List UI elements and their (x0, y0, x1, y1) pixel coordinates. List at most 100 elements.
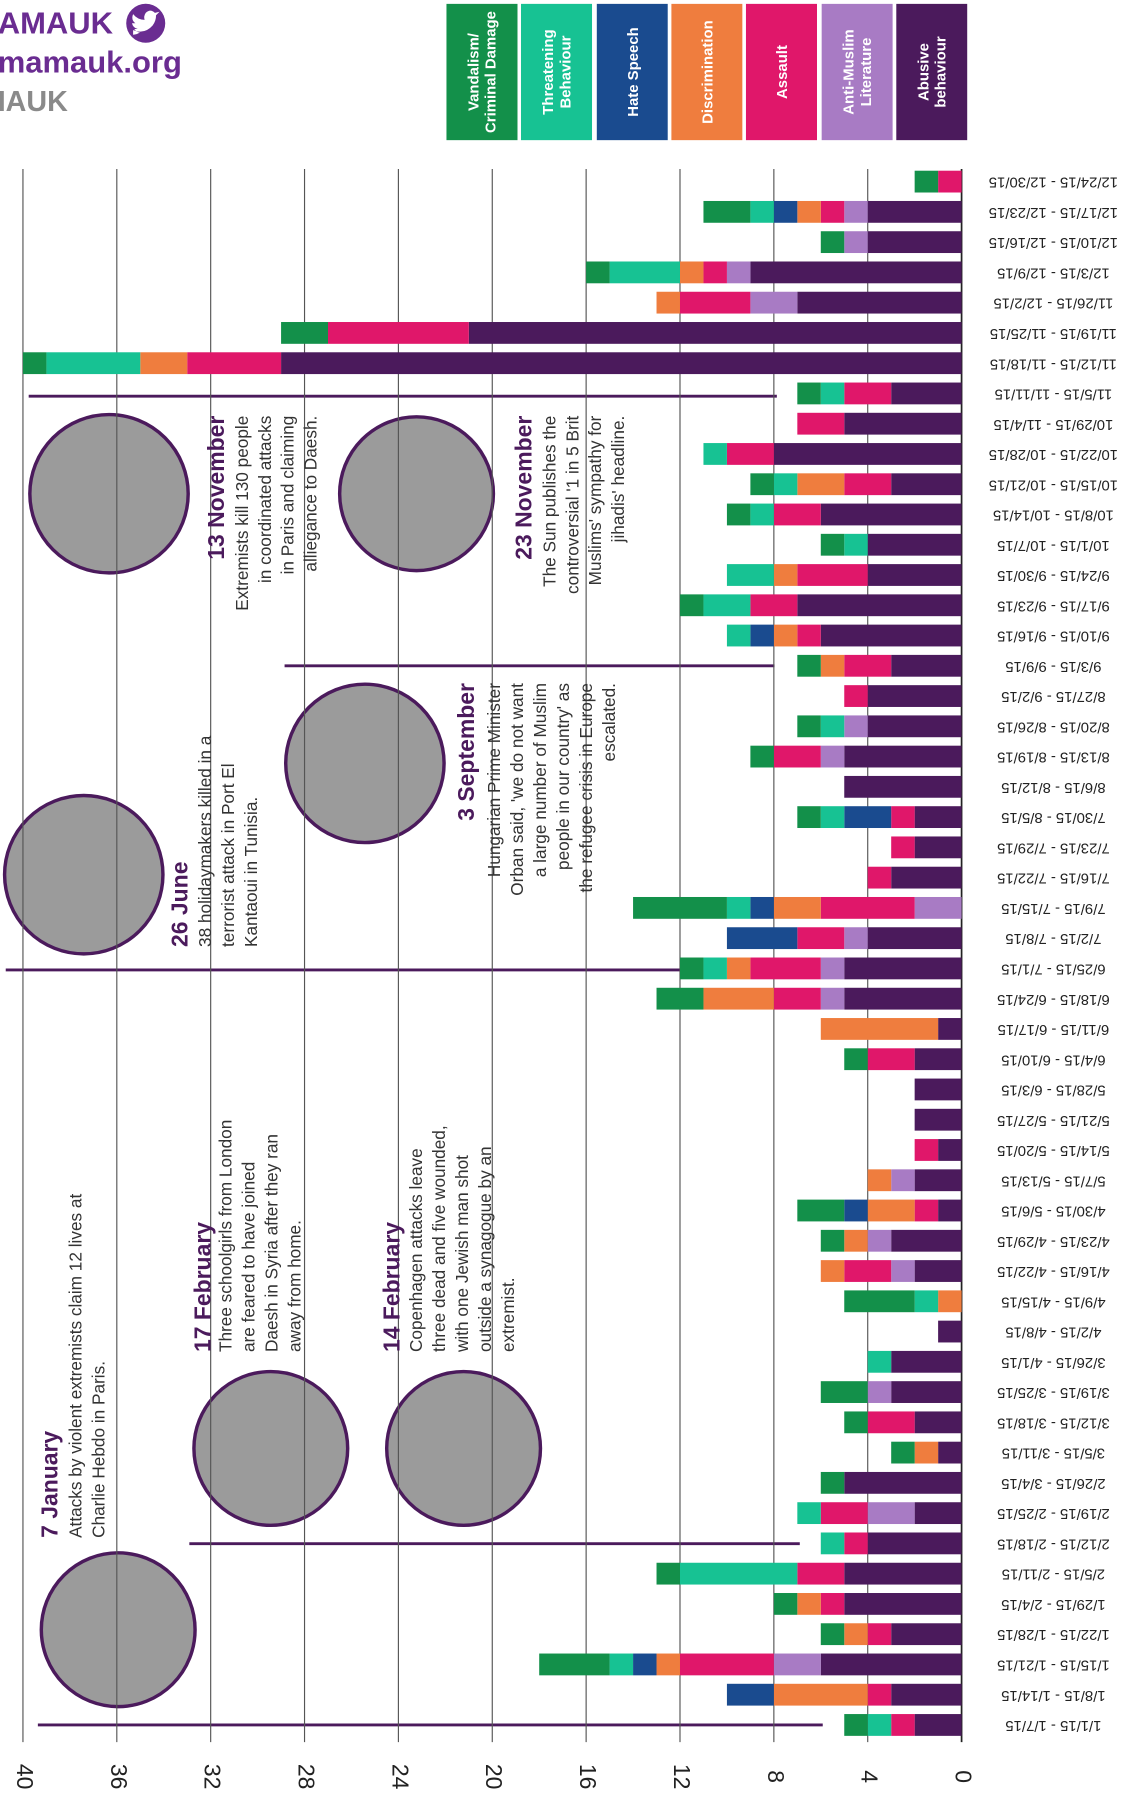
bar-segment (844, 1290, 914, 1312)
bar-segment (868, 927, 962, 949)
y-tick-label: 11/5/15 - 11/11/15 (995, 386, 1113, 402)
bar-segment (539, 1654, 609, 1676)
legend-label: Anti-Muslim Literature (821, 4, 892, 141)
bar-segment (868, 685, 962, 707)
annotation-text: extremist. (498, 1277, 518, 1352)
y-tick-label: 5/7/15 - 5/13/15 (1001, 1172, 1105, 1188)
bar-segment (821, 958, 844, 980)
bar-segment (797, 1200, 844, 1222)
annotation-text: with one Jewish man shot (452, 1155, 472, 1353)
bar-segment (750, 292, 797, 314)
annotation-date: 23 November (511, 416, 537, 560)
bar-segment (680, 1654, 774, 1676)
x-tick-label: 4 (857, 1770, 883, 1783)
y-tick-label: 1/8/15 - 1/14/15 (1001, 1687, 1105, 1703)
legend-item: Anti-Muslim Literature (821, 4, 892, 141)
bar-segment (891, 1442, 914, 1464)
annotation-date: 7 January (37, 1431, 63, 1538)
bar-segment (891, 1623, 961, 1645)
y-tick-label: 12/3/15 - 12/9/15 (997, 264, 1110, 280)
y-tick-label: 9/3/15 - 9/9/15 (1005, 658, 1101, 674)
y-tick-label: 6/4/15 - 6/10/15 (1001, 1051, 1105, 1067)
bar-segment (703, 594, 750, 616)
bar-segment (727, 564, 774, 586)
annotation-date: 26 June (166, 862, 192, 947)
bar-segment (821, 655, 844, 677)
y-tick-label: 5/21/15 - 5/27/15 (997, 1112, 1110, 1128)
annotation-text: Daesh in Syria after they ran (262, 1134, 282, 1352)
bar-segment (844, 413, 961, 435)
bar-segment (915, 806, 962, 828)
bar-segment (915, 1714, 962, 1736)
bar-segment (797, 1563, 844, 1585)
bar-segment (844, 1411, 867, 1433)
bar-segment (915, 1411, 962, 1433)
x-tick-label: 0 (951, 1770, 977, 1783)
photo (286, 684, 444, 842)
bar-segment (703, 261, 726, 283)
bar-segment (915, 897, 962, 919)
y-tick-label: 12/10/15 - 12/16/15 (989, 234, 1118, 250)
bar-segment (750, 897, 773, 919)
legend-label: Vandalism/ Criminal Damage (446, 4, 517, 141)
annotation-text: Orban said, 'we do not want (507, 683, 527, 896)
bar-segment (868, 564, 962, 586)
bar-segment (891, 806, 914, 828)
bar-segment (844, 958, 961, 980)
annotation-date: 13 November (203, 416, 229, 560)
y-tick-label: 1/15/15 - 1/21/15 (997, 1656, 1110, 1672)
bar-segment (938, 1442, 961, 1464)
y-tick-label: 3/19/15 - 3/25/15 (997, 1384, 1110, 1400)
bar-segment (281, 322, 328, 344)
bar-segment (938, 1018, 961, 1040)
bar-segment (610, 261, 680, 283)
annotation-text: Muslims' sympathy for (585, 415, 605, 585)
bar-segment (727, 443, 774, 465)
bar-segment (868, 1502, 915, 1524)
annotation-text: terrorist attack in Port El (218, 763, 238, 947)
bar-segment (891, 1351, 961, 1373)
bar-segment (821, 625, 962, 647)
annotation-text: Kantaoui in Tunisia. (241, 797, 261, 947)
bar-segment (703, 988, 773, 1010)
bar-segment (915, 1169, 962, 1191)
bar-segment (868, 1048, 915, 1070)
x-tick-label: 28 (293, 1764, 319, 1790)
y-tick-label: 2/12/15 - 2/18/15 (997, 1535, 1110, 1551)
annotation-text: jihadis' headline. (608, 416, 628, 544)
bar-segment (140, 352, 187, 374)
bar-segment (891, 1260, 914, 1282)
y-tick-label: 6/18/15 - 6/24/15 (997, 991, 1110, 1007)
bar-segment (797, 564, 867, 586)
bar-segment (821, 534, 844, 556)
bar-segment (868, 1623, 891, 1645)
y-tick-label: 8/20/15 - 8/26/15 (997, 718, 1110, 734)
photo (41, 1553, 195, 1707)
annotation-text: three dead and five wounded, (429, 1125, 449, 1352)
y-tick-label: 7/30/15 - 8/5/15 (1001, 809, 1105, 825)
x-tick-label: 20 (481, 1764, 507, 1790)
bar-segment (703, 443, 726, 465)
y-tick-label: 12/17/15 - 12/23/15 (989, 204, 1118, 220)
bar-segment (821, 1654, 962, 1676)
bar-segment (797, 1593, 820, 1615)
annotation-text: Copenhagen attacks leave (406, 1148, 426, 1352)
bar-segment (23, 352, 46, 374)
bar-segment (938, 1321, 961, 1343)
bar-segment (844, 1532, 867, 1554)
bar-segment (680, 594, 703, 616)
bar-segment (868, 1200, 915, 1222)
bar-segment (844, 534, 867, 556)
page: {"header": {"brand": "AMAUK", "site": "m… (0, 0, 1136, 1801)
y-tick-label: 10/15/15 - 10/21/15 (989, 476, 1118, 492)
bar-segment (774, 625, 797, 647)
bar-segment (727, 261, 750, 283)
legend-label: Discrimination (671, 4, 742, 141)
annotation-text: controversial '1 in 5 Brit (562, 415, 582, 593)
bar-segment (680, 261, 703, 283)
y-tick-label: 9/24/15 - 9/30/15 (997, 567, 1110, 583)
bar-segment (868, 1714, 891, 1736)
bar-segment (657, 988, 704, 1010)
bar-segment (727, 625, 750, 647)
bar-segment (774, 746, 821, 768)
